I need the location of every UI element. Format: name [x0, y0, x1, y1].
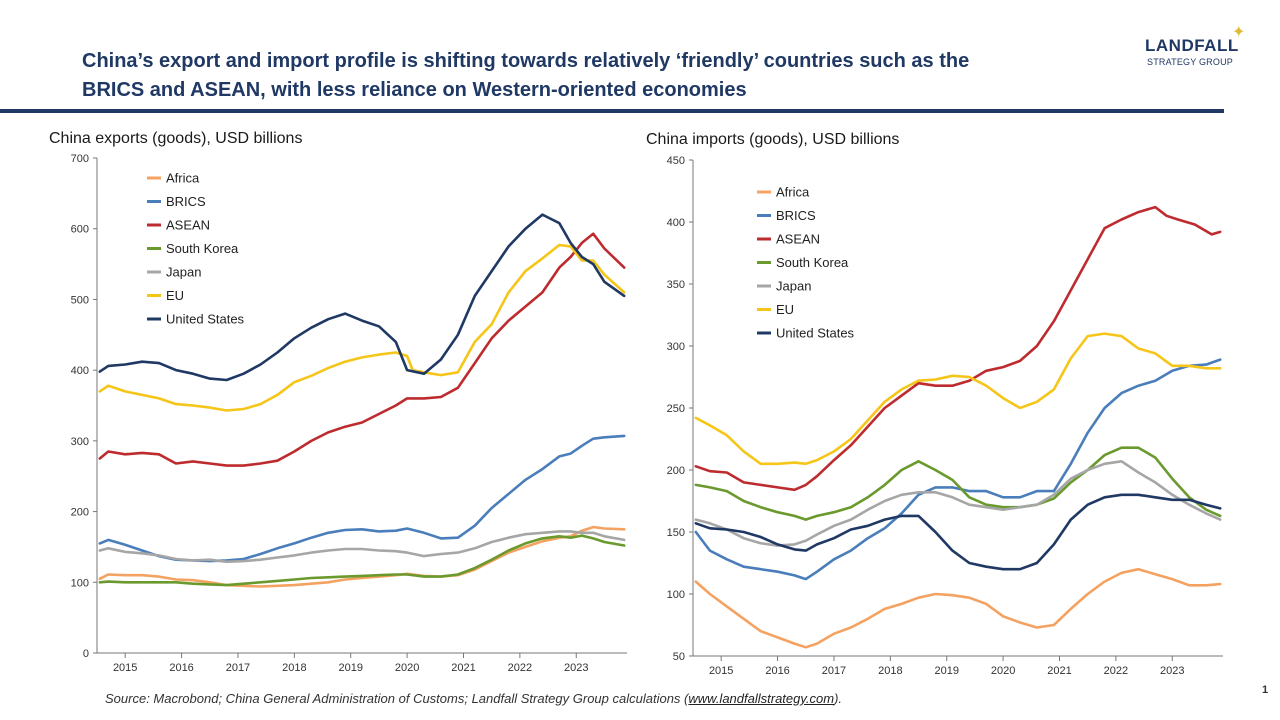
chart-1-y-tick-label: 300 [71, 436, 89, 448]
chart-2-legend-label: Africa [776, 185, 810, 200]
chart-2-legend-label: United States [776, 326, 855, 341]
chart-1-x-tick-label: 2017 [226, 662, 250, 674]
chart-2-legend-label: South Korea [776, 255, 849, 270]
chart-2-y-tick-label: 50 [673, 651, 685, 663]
chart-1-y-tick-label: 600 [71, 224, 89, 236]
chart-2-x-tick-label: 2019 [934, 665, 958, 677]
chart-2-x-tick-label: 2015 [709, 665, 733, 677]
chart-1-legend-label: Japan [166, 265, 201, 280]
chart-1-series-line-united-states [98, 213, 626, 382]
chart-2-x-tick-label: 2021 [1047, 665, 1071, 677]
chart-1-y-tick-label: 700 [71, 153, 89, 165]
chart-2-series-line-asean [694, 205, 1222, 492]
chart-1-title: China exports (goods), USD billions [49, 130, 302, 147]
chart-2-x-tick-label: 2016 [765, 665, 789, 677]
source-link[interactable]: www.landfallstrategy.com [688, 691, 835, 706]
chart-2-series-line-south-korea [694, 446, 1222, 521]
chart-1-y-tick-label: 200 [71, 507, 89, 519]
chart-2-series-line-africa [694, 567, 1222, 649]
chart-1-y-tick-label: 500 [71, 294, 89, 306]
page-title-line-1: China’s export and import profile is shi… [82, 50, 970, 72]
chart-1-x-tick-label: 2022 [508, 662, 532, 674]
chart-1-legend-label: Africa [166, 171, 200, 186]
chart-2-y-tick-label: 200 [667, 465, 685, 477]
chart-2-x-tick-label: 2023 [1160, 665, 1184, 677]
chart-2-y-tick-label: 300 [667, 341, 685, 353]
chart-2-legend-label: BRICS [776, 208, 816, 223]
page-title-line-2: BRICS and ASEAN, with less reliance on W… [82, 79, 747, 101]
chart-2-series-line-united-states [694, 493, 1222, 571]
logo-main-text: LANDFALL [1145, 36, 1239, 55]
chart-2-x-tick-label: 2020 [991, 665, 1015, 677]
chart-2-x-tick-label: 2017 [822, 665, 846, 677]
chart-2-y-tick-label: 250 [667, 403, 685, 415]
chart-1-legend-label: BRICS [166, 194, 206, 209]
chart-2-y-tick-label: 450 [667, 155, 685, 167]
chart-2-series-line-brics [694, 358, 1222, 581]
chart-2-y-tick-label: 100 [667, 589, 685, 601]
chart-1-x-tick-label: 2021 [451, 662, 475, 674]
chart-1-legend-label: ASEAN [166, 218, 210, 233]
chart-1-series-line-africa [98, 525, 626, 588]
chart-2-y-tick-label: 150 [667, 527, 685, 539]
chart-1-series-line-asean [98, 232, 626, 467]
chart-1-x-tick-label: 2020 [395, 662, 419, 674]
chart-1-legend-label: EU [166, 288, 184, 303]
chart-1-legend-label: United States [166, 312, 245, 327]
chart-2-y-tick-label: 350 [667, 279, 685, 291]
chart-2-legend-label: Japan [776, 279, 811, 294]
landfall-logo: ✦ LANDFALL STRATEGY GROUP [1140, 22, 1250, 72]
chart-2-x-tick-label: 2022 [1104, 665, 1128, 677]
chart-2-y-tick-label: 400 [667, 217, 685, 229]
chart-2-x-tick-label: 2018 [878, 665, 902, 677]
chart-1-x-tick-label: 2018 [282, 662, 306, 674]
chart-1-y-tick-label: 400 [71, 365, 89, 377]
page-title: China’s export and import profile is shi… [82, 47, 1082, 105]
chart-1-y-tick-label: 0 [83, 648, 89, 660]
source-prefix: Source: Macrobond; China General Adminis… [105, 691, 689, 706]
title-divider [0, 109, 1224, 113]
chart-2-legend-label: ASEAN [776, 232, 820, 247]
chart-2-legend-label: EU [776, 302, 794, 317]
chart-2-series-line-eu [694, 332, 1222, 466]
chart-1-x-tick-label: 2019 [338, 662, 362, 674]
chart-1-series-line-brics [98, 434, 626, 563]
chart-1-x-tick-label: 2023 [564, 662, 588, 674]
chart-1-series-line-eu [98, 243, 626, 412]
chart-2-title: China imports (goods), USD billions [646, 131, 899, 148]
page-number: 1 [1262, 684, 1269, 696]
logo-sub-text: STRATEGY GROUP [1147, 57, 1233, 67]
chart-1-series-line-south-korea [98, 534, 626, 587]
star-icon: ✦ [1232, 22, 1246, 41]
chart-1-legend-label: South Korea [166, 241, 239, 256]
source-suffix: ). [834, 691, 843, 706]
chart-1-x-tick-label: 2015 [113, 662, 137, 674]
chart-1-y-tick-label: 100 [71, 577, 89, 589]
source-note: Source: Macrobond; China General Adminis… [105, 691, 842, 706]
chart-1-series-line-japan [98, 530, 626, 564]
chart-1-x-tick-label: 2016 [169, 662, 193, 674]
chart-2-series-line-japan [694, 460, 1222, 547]
